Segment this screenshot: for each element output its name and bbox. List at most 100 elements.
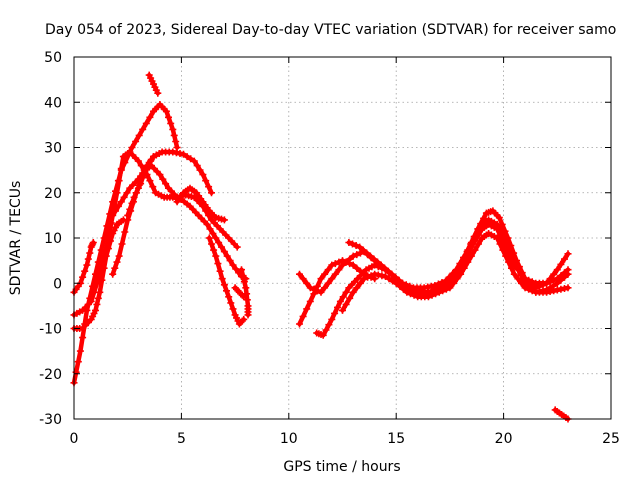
plus-marker (328, 275, 336, 283)
plus-marker (227, 299, 235, 307)
plus-marker (205, 183, 213, 191)
plus-marker (464, 258, 472, 266)
plus-marker (238, 266, 245, 274)
plus-marker (510, 270, 518, 278)
plus-marker (439, 281, 447, 289)
plus-marker (239, 272, 247, 280)
plus-marker (495, 214, 503, 222)
plus-marker (306, 297, 314, 305)
y-tick-label: 30 (44, 141, 62, 157)
plus-marker (232, 265, 240, 273)
plus-marker (92, 306, 99, 314)
plus-marker (514, 275, 522, 283)
plus-marker (296, 270, 303, 278)
plus-marker (450, 270, 457, 278)
plus-marker (388, 270, 396, 278)
x-tick-label: 10 (280, 431, 298, 447)
plus-marker (242, 284, 250, 292)
plus-marker (94, 294, 102, 302)
y-tick-label: 0 (53, 276, 62, 292)
plus-marker (208, 189, 215, 197)
plus-marker (193, 162, 201, 170)
plus-marker (165, 113, 172, 121)
series-arc-8 (145, 71, 162, 97)
series-trace (110, 163, 240, 250)
series-arc-10 (205, 234, 248, 328)
plus-marker (240, 278, 248, 286)
plus-marker (331, 260, 339, 268)
plus-marker (508, 249, 515, 257)
plus-marker (322, 326, 330, 334)
plus-marker (564, 250, 572, 258)
plus-marker (324, 266, 332, 274)
plus-marker (190, 157, 198, 165)
plus-marker (137, 180, 145, 188)
plus-marker (528, 285, 536, 293)
plus-marker (126, 205, 134, 213)
plus-marker (364, 273, 372, 281)
plus-marker (475, 240, 482, 248)
plus-marker (553, 279, 561, 287)
plus-marker (471, 233, 479, 240)
axis-ticks: 0 5 10 15 20 25 -30 -20 -10 0 10 20 30 40 50 (39, 50, 620, 447)
plus-marker (550, 270, 558, 278)
plus-marker (203, 220, 211, 228)
series-arc-19 (551, 406, 572, 423)
plus-marker (303, 279, 311, 287)
plus-marker (475, 227, 482, 234)
plus-marker (128, 144, 136, 151)
plus-marker (432, 285, 440, 293)
plus-marker (339, 293, 347, 301)
series-arc-7 (124, 153, 157, 219)
plus-marker (223, 287, 230, 295)
plus-marker (381, 264, 389, 272)
plus-marker (220, 248, 228, 256)
y-tick-label: 40 (44, 95, 62, 111)
series-arc-4 (70, 216, 127, 332)
plus-marker (146, 113, 154, 121)
plus-marker (215, 239, 223, 246)
plus-marker (218, 243, 225, 251)
plus-marker (367, 272, 375, 280)
plus-marker (121, 228, 129, 236)
plus-marker (128, 199, 136, 207)
plus-marker (89, 239, 97, 246)
plus-marker (172, 138, 180, 145)
plus-marker (510, 257, 518, 265)
plus-marker (118, 240, 126, 248)
plus-marker (346, 294, 354, 302)
plus-marker (156, 171, 164, 179)
plus-marker (310, 290, 318, 298)
plus-marker (546, 275, 554, 283)
plus-marker (442, 278, 450, 286)
plus-marker (374, 258, 382, 266)
plus-marker (349, 288, 357, 296)
plus-marker (199, 171, 207, 179)
plus-marker (467, 252, 475, 260)
plus-marker (120, 193, 128, 201)
plus-marker (446, 275, 454, 283)
plus-marker (170, 131, 178, 139)
plus-marker (345, 239, 353, 246)
plus-marker (553, 266, 561, 274)
plus-marker (442, 285, 450, 293)
plus-marker (240, 315, 248, 323)
plus-marker (220, 281, 228, 289)
plus-marker (342, 258, 350, 266)
plus-marker (102, 252, 110, 260)
plus-marker (115, 252, 123, 260)
plus-marker (229, 305, 237, 313)
plus-marker (139, 125, 147, 133)
plus-marker (306, 284, 314, 292)
plus-marker (446, 284, 454, 292)
plus-marker (471, 246, 479, 254)
plus-marker (117, 165, 125, 173)
x-tick-label: 25 (602, 431, 620, 447)
plus-marker (159, 175, 167, 183)
plus-marker (107, 237, 114, 245)
plus-marker (543, 279, 551, 287)
data-series-layer (70, 71, 572, 423)
plus-marker (113, 258, 121, 266)
plus-marker (502, 234, 510, 242)
